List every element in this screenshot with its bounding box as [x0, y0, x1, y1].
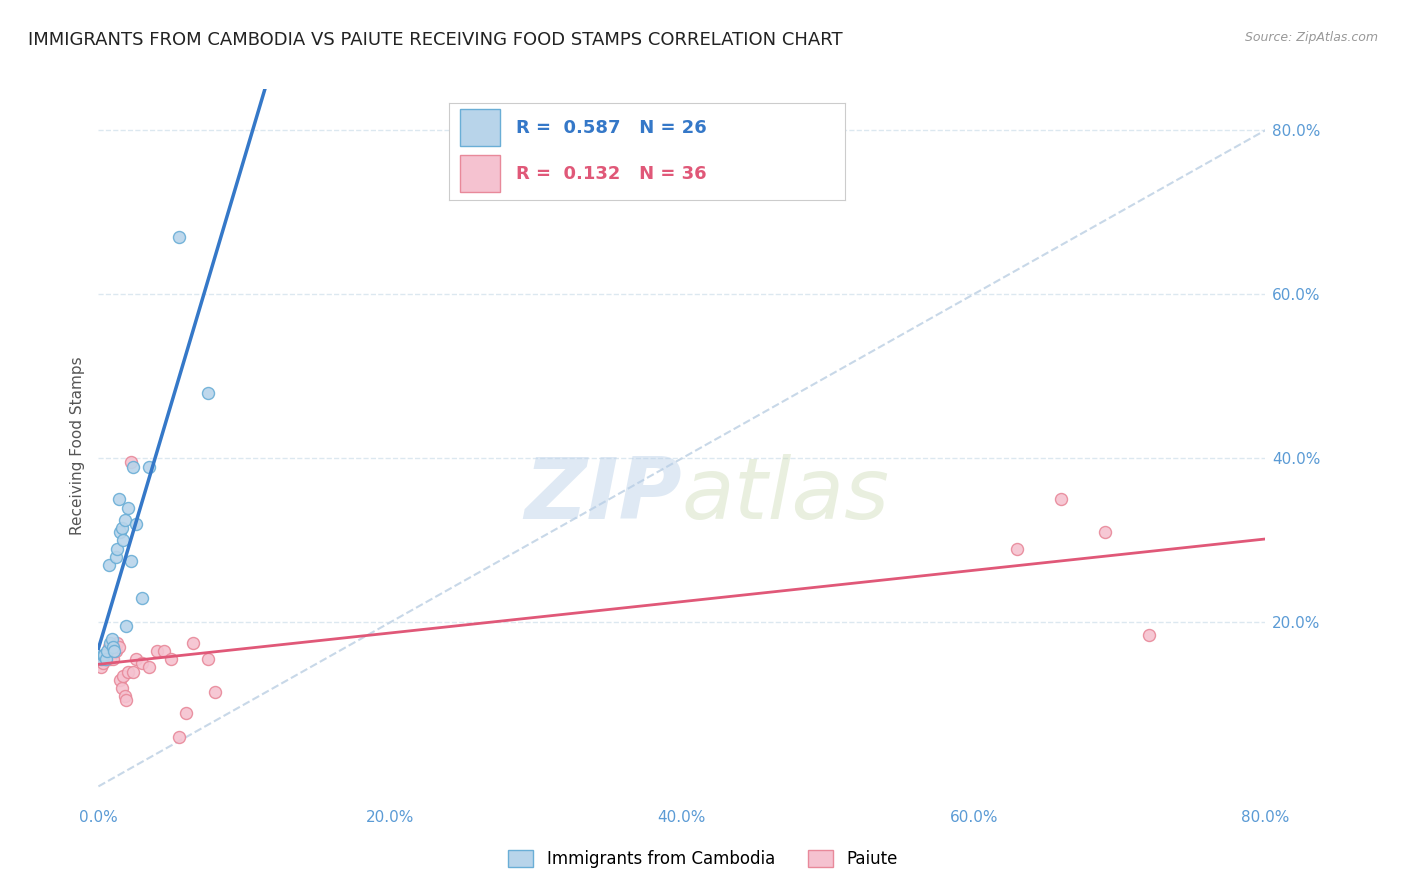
- Text: atlas: atlas: [682, 454, 890, 538]
- Point: [103, 644, 125, 658]
- Point: [120, 455, 142, 469]
- Point: [160, 652, 183, 666]
- Point: [115, 693, 138, 707]
- Point: [103, 640, 125, 654]
- Point: [98, 652, 121, 666]
- Point: [167, 730, 190, 744]
- Point: [100, 632, 122, 646]
- Point: [105, 636, 128, 650]
- Point: [104, 644, 127, 658]
- Point: [1050, 492, 1073, 507]
- Point: [101, 652, 124, 666]
- Point: [115, 619, 138, 633]
- Point: [96, 644, 118, 658]
- Point: [167, 230, 190, 244]
- Point: [91, 648, 114, 662]
- Point: [122, 665, 145, 679]
- Point: [114, 513, 136, 527]
- Text: ZIP: ZIP: [524, 454, 682, 538]
- Point: [197, 652, 219, 666]
- Point: [110, 673, 132, 687]
- Point: [105, 541, 128, 556]
- Point: [138, 459, 160, 474]
- Point: [1094, 525, 1116, 540]
- Point: [114, 689, 136, 703]
- Point: [146, 644, 169, 658]
- Point: [97, 558, 120, 572]
- Point: [94, 652, 117, 666]
- Point: [101, 640, 124, 654]
- Point: [120, 554, 142, 568]
- Point: [100, 644, 122, 658]
- Point: [108, 492, 131, 507]
- Point: [204, 685, 226, 699]
- Point: [96, 648, 118, 662]
- Text: IMMIGRANTS FROM CAMBODIA VS PAIUTE RECEIVING FOOD STAMPS CORRELATION CHART: IMMIGRANTS FROM CAMBODIA VS PAIUTE RECEI…: [28, 31, 842, 49]
- Point: [1137, 627, 1160, 641]
- Point: [94, 652, 117, 666]
- Point: [91, 657, 114, 671]
- Point: [153, 644, 176, 658]
- Point: [197, 385, 219, 400]
- Point: [112, 533, 135, 548]
- Y-axis label: Receiving Food Stamps: Receiving Food Stamps: [69, 357, 84, 535]
- Point: [108, 640, 131, 654]
- Point: [1007, 541, 1029, 556]
- Point: [111, 521, 134, 535]
- Point: [97, 640, 120, 654]
- Point: [98, 636, 121, 650]
- Legend: Immigrants from Cambodia, Paiute: Immigrants from Cambodia, Paiute: [502, 843, 904, 875]
- Point: [111, 681, 134, 695]
- Point: [174, 706, 197, 720]
- Point: [117, 665, 139, 679]
- Point: [181, 636, 204, 650]
- Point: [90, 652, 112, 666]
- Point: [110, 525, 132, 540]
- Point: [117, 500, 139, 515]
- Point: [122, 459, 145, 474]
- Point: [125, 516, 148, 531]
- Point: [131, 591, 153, 605]
- Point: [90, 660, 112, 674]
- Point: [93, 648, 115, 662]
- Point: [93, 652, 115, 666]
- Point: [104, 549, 127, 564]
- Point: [112, 668, 135, 682]
- Point: [125, 652, 148, 666]
- Text: Source: ZipAtlas.com: Source: ZipAtlas.com: [1244, 31, 1378, 45]
- Point: [131, 657, 153, 671]
- Point: [138, 660, 160, 674]
